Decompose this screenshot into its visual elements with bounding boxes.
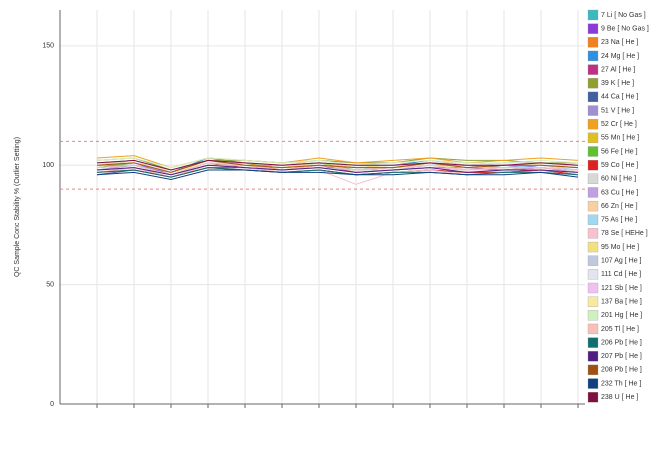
legend-swatch	[587, 241, 599, 253]
legend-swatch	[587, 119, 599, 130]
legend-label: 56 Fe [ He ]	[601, 148, 638, 155]
legend-label: 205 Tl [ He ]	[601, 326, 639, 333]
legend-swatch	[587, 23, 599, 34]
legend-label: 66 Zn [ He ]	[601, 203, 638, 210]
legend-swatch	[587, 323, 599, 335]
legend-swatch	[587, 37, 599, 48]
legend-label: 27 Al [ He ]	[601, 66, 635, 73]
legend-label: 60 Ni [ He ]	[601, 176, 636, 183]
legend-swatch	[587, 50, 599, 62]
legend-swatch	[587, 392, 599, 403]
legend-swatch	[587, 364, 599, 376]
legend-swatch	[587, 378, 599, 389]
legend-swatch	[587, 159, 599, 171]
legend-label: 63 Cu [ He ]	[601, 189, 638, 196]
y-tick-label: 0	[50, 401, 54, 408]
series-line	[96, 167, 579, 178]
legend-swatch	[587, 132, 599, 144]
legend-label: 238 U [ He ]	[601, 394, 638, 401]
legend-swatch	[587, 310, 599, 321]
legend-swatch	[587, 351, 599, 362]
legend-label: 107 Ag [ He ]	[601, 258, 642, 265]
legend-label: 206 Pb [ He ]	[601, 339, 642, 346]
legend-label: 51 V [ He ]	[601, 107, 634, 114]
legend-label: 7 Li [ No Gas ]	[601, 12, 646, 19]
legend-swatch	[587, 146, 599, 157]
legend-swatch	[587, 255, 599, 266]
legend-label: 75 As [ He ]	[601, 217, 637, 224]
legend-label: 59 Co [ He ]	[601, 162, 638, 169]
legend-label: 24 Mg [ He ]	[601, 53, 639, 60]
y-tick-label: 50	[46, 281, 54, 288]
legend-label: 137 Ba [ He ]	[601, 298, 642, 305]
series-line	[96, 169, 579, 181]
legend-label: 208 Pb [ He ]	[601, 367, 642, 374]
legend-swatch	[587, 282, 599, 294]
legend-label: 55 Mn [ He ]	[601, 135, 639, 142]
legend-swatch	[587, 214, 599, 225]
series-line	[96, 159, 579, 171]
legend-label: 78 Se [ HEHe ]	[601, 230, 648, 237]
y-tick-label: 100	[42, 162, 54, 169]
legend-swatch	[587, 200, 599, 212]
legend-swatch	[587, 64, 599, 75]
y-tick-label: 150	[42, 43, 54, 50]
y-axis-label: QC Sample Conc Stability % (Outlier Sett…	[14, 137, 21, 277]
legend-label: 44 Ca [ He ]	[601, 94, 638, 101]
legend-label: 121 Sb [ He ]	[601, 285, 642, 292]
legend-label: 9 Be [ No Gas ]	[601, 25, 649, 32]
legend-swatch	[587, 269, 599, 280]
legend-swatch	[587, 173, 599, 184]
legend-swatch	[587, 187, 599, 198]
legend-label: 232 Th [ He ]	[601, 380, 641, 387]
legend-swatch	[587, 296, 599, 307]
legend-swatch	[587, 78, 599, 89]
legend-label: 52 Cr [ He ]	[601, 121, 637, 128]
legend-label: 95 Mo [ He ]	[601, 244, 639, 251]
series-line	[96, 157, 579, 169]
legend-label: 201 Hg [ He ]	[601, 312, 642, 319]
legend-label: 39 K [ He ]	[601, 80, 634, 87]
legend-swatch	[587, 337, 599, 348]
legend-label: 207 Pb [ He ]	[601, 353, 642, 360]
legend-swatch	[587, 9, 599, 21]
legend-label: 111 Cd [ He ]	[601, 271, 641, 278]
legend-swatch	[587, 228, 599, 239]
legend-swatch	[587, 91, 599, 103]
legend-label: 23 Na [ He ]	[601, 39, 638, 46]
series-line	[96, 164, 579, 176]
legend-swatch	[587, 105, 599, 116]
